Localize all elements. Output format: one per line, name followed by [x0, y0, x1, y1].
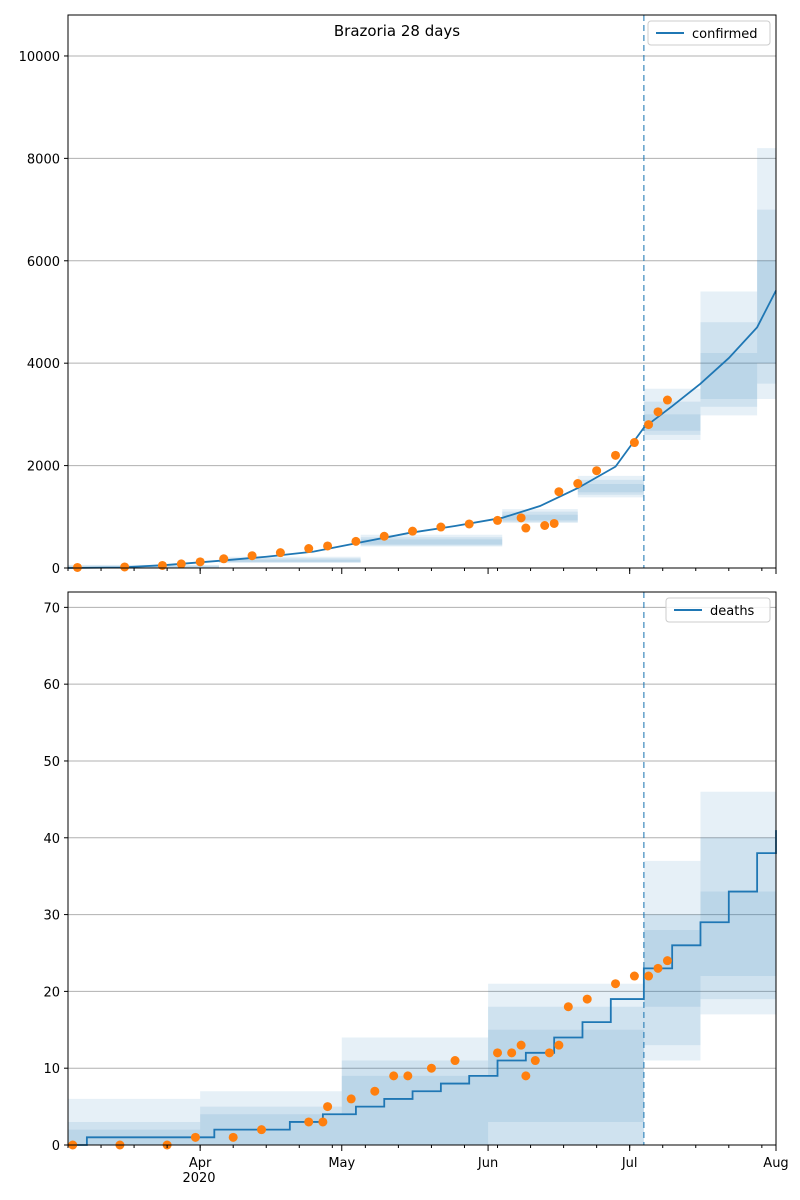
x-year-label: 2020 [182, 1171, 215, 1186]
observed-point [408, 526, 418, 536]
legend-box [647, 20, 771, 46]
x-tick-label: Jun [477, 1156, 498, 1171]
observed-point [530, 1056, 540, 1066]
observed-point [592, 466, 602, 476]
observed-point [644, 420, 654, 430]
y-tick-label: 6000 [27, 255, 60, 270]
observed-point [507, 1048, 517, 1058]
y-tick-label: 10 [43, 1062, 60, 1077]
observed-point [629, 438, 639, 448]
observed-point [176, 559, 186, 569]
uncertainty-band [68, 760, 776, 1145]
y-tick-label: 30 [43, 909, 60, 924]
observed-point [540, 521, 550, 531]
observed-point [450, 1056, 460, 1066]
plot-frame [67, 14, 777, 569]
y-tick-label: 50 [43, 755, 60, 770]
observed-point [516, 513, 526, 523]
y-tick-label: 60 [43, 678, 60, 693]
observed-point [521, 1071, 531, 1081]
observed-point [549, 518, 559, 528]
observed-point [493, 1048, 503, 1058]
observed-point [323, 1102, 333, 1112]
x-tick-label: May [328, 1156, 355, 1171]
observed-point [521, 523, 531, 533]
observed-point [257, 1125, 267, 1135]
observed-point [318, 1117, 328, 1127]
y-tick-label: 40 [43, 832, 60, 847]
y-tick-label: 20 [43, 985, 60, 1000]
observed-point [653, 963, 663, 973]
observed-point [653, 407, 663, 417]
observed-point [219, 554, 229, 564]
observed-point [426, 1063, 436, 1073]
x-tick-label: Jul [621, 1156, 638, 1171]
observed-point [436, 522, 446, 532]
observed-point [403, 1071, 413, 1081]
y-tick-label: 8000 [27, 152, 60, 167]
observed-point [563, 1002, 573, 1012]
y-tick-label: 0 [52, 562, 60, 577]
legend-box [665, 597, 771, 623]
x-tick-label: Aug [763, 1156, 788, 1171]
chart-title: Brazoria 28 days [334, 22, 460, 40]
observed-point [644, 971, 654, 981]
legend-label: deaths [710, 604, 755, 619]
observed-point [157, 560, 167, 570]
model-line [67, 290, 777, 569]
observed-point [346, 1094, 356, 1104]
observed-point [323, 541, 333, 551]
y-tick-label: 70 [43, 601, 60, 616]
observed-point [573, 479, 583, 489]
observed-point [195, 557, 205, 567]
observed-point [611, 979, 621, 989]
uncertainty-band [68, 592, 776, 1145]
observed-point [662, 395, 672, 405]
observed-point [190, 1132, 200, 1142]
observed-point [389, 1071, 399, 1081]
observed-point [72, 562, 82, 572]
observed-point [516, 1040, 526, 1050]
observed-point [554, 487, 564, 497]
plot-frame [67, 591, 777, 1146]
observed-point [544, 1048, 554, 1058]
y-tick-label: 2000 [27, 460, 60, 475]
observed-point [464, 519, 474, 529]
observed-point [304, 1117, 314, 1127]
observed-point [275, 548, 285, 558]
y-tick-label: 4000 [27, 357, 60, 372]
observed-point [554, 1040, 564, 1050]
y-tick-label: 10000 [19, 50, 60, 65]
observed-point [247, 551, 257, 561]
deaths-panel: 0 10 20 30 40 50 60 70 Apr May Jun Jul Aug deaths [43, 591, 789, 1171]
confirmed-panel: 0 2000 4000 6000 8000 10000 confirmed [19, 14, 777, 577]
legend-label: confirmed [692, 27, 758, 42]
observed-point [370, 1086, 380, 1096]
observed-point [629, 971, 639, 981]
observed-point [582, 994, 592, 1004]
observed-point [304, 544, 314, 554]
x-tick-label: Apr [189, 1156, 212, 1171]
observed-point [379, 531, 389, 541]
uncertainty-band [68, 684, 776, 1145]
observed-point [120, 562, 130, 572]
model-line [68, 830, 777, 1146]
observed-point [611, 450, 621, 460]
observed-point [228, 1132, 238, 1142]
observed-point [662, 956, 672, 966]
observed-point [493, 515, 503, 525]
observed-point [351, 536, 361, 546]
y-tick-label: 0 [52, 1139, 60, 1154]
